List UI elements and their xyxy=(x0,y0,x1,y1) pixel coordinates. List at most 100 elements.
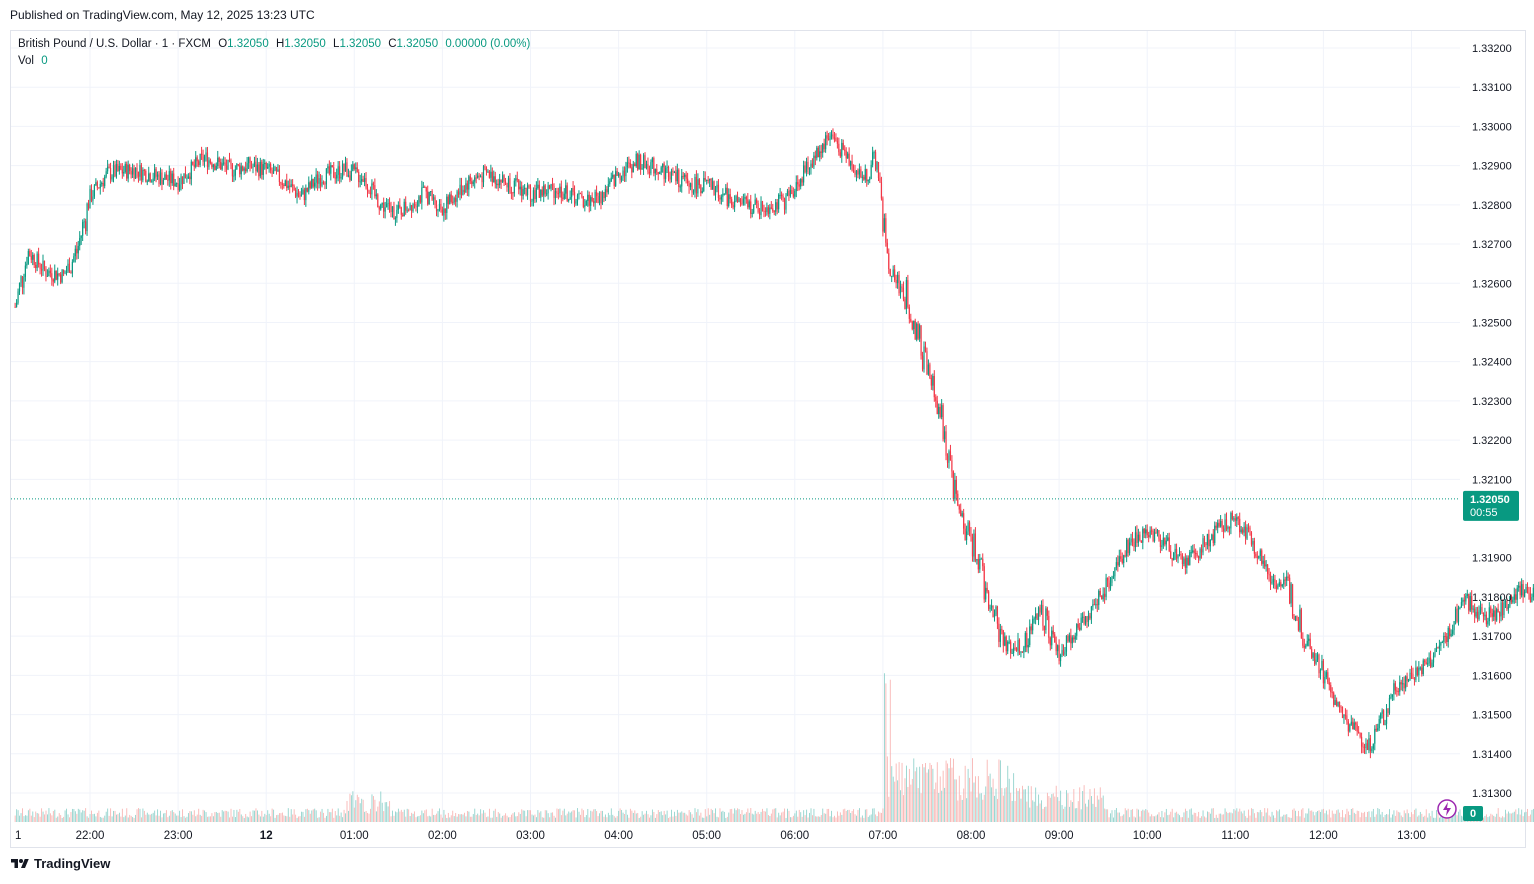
candle-body xyxy=(247,157,250,164)
candle-body xyxy=(1012,647,1015,653)
candle-body xyxy=(1220,521,1222,527)
volume-bar xyxy=(534,814,536,822)
volume-bar xyxy=(425,809,427,822)
candle-body xyxy=(237,164,239,166)
volume-bar xyxy=(792,815,794,822)
volume-bar xyxy=(1042,808,1044,822)
candle-body xyxy=(1267,564,1269,574)
candle-body xyxy=(416,206,419,208)
candle-body xyxy=(327,166,329,169)
volume-bar xyxy=(883,673,885,822)
candle-body xyxy=(631,167,633,173)
volume-bar xyxy=(518,812,520,822)
volume-bar xyxy=(659,812,661,822)
candle-body xyxy=(1474,608,1476,617)
published-note: Published on TradingView.com, May 12, 20… xyxy=(10,8,315,22)
tradingview-logo[interactable]: TradingView xyxy=(10,856,110,871)
volume-bar xyxy=(819,816,821,822)
volume-bar xyxy=(1375,814,1377,822)
volume-bar xyxy=(274,817,276,822)
candle-body xyxy=(750,201,752,214)
candle-body xyxy=(849,161,852,166)
candle-body xyxy=(431,191,433,200)
candle-body xyxy=(877,161,880,178)
candle-body xyxy=(151,181,153,183)
candle-body xyxy=(1393,683,1395,695)
volume-bar xyxy=(1350,808,1352,822)
candle-body xyxy=(1158,530,1160,539)
volume-bar xyxy=(533,815,534,822)
volume-bar xyxy=(110,808,112,822)
volume-bar xyxy=(286,816,288,822)
candle-body xyxy=(700,184,702,194)
candle-body xyxy=(760,201,762,216)
volume-bar xyxy=(1528,815,1530,822)
candle-body xyxy=(264,162,266,165)
candle-body xyxy=(1482,612,1485,617)
volume-bar xyxy=(456,816,458,822)
candle-body xyxy=(889,269,891,276)
volume-bar xyxy=(516,816,518,822)
volume-bar xyxy=(415,817,417,822)
candle-body xyxy=(540,189,542,198)
volume-bar xyxy=(675,815,677,822)
volume-bar xyxy=(1308,808,1310,822)
volume-bar xyxy=(754,810,756,822)
time-tick-label: 01:00 xyxy=(340,830,369,842)
volume-bar xyxy=(1436,810,1437,822)
volume-bar xyxy=(146,812,148,822)
volume-bar xyxy=(960,795,962,822)
volume-bar xyxy=(1328,809,1330,822)
volume-bar xyxy=(1126,810,1128,822)
candle-body xyxy=(717,184,720,198)
candle-body xyxy=(543,185,545,196)
candle-body xyxy=(741,203,743,205)
volume-bar xyxy=(1522,816,1524,822)
volume-bar xyxy=(140,817,142,822)
candle-body xyxy=(726,187,728,207)
volume-bar xyxy=(1424,815,1426,822)
candle-body xyxy=(1427,663,1429,665)
volume-bar xyxy=(83,810,85,822)
candle-body xyxy=(1356,724,1358,732)
candle-body xyxy=(534,190,536,200)
candle-body xyxy=(318,178,320,184)
volume-bar xyxy=(779,815,781,822)
candle-body xyxy=(418,196,420,207)
candle-body xyxy=(243,168,245,171)
volume-bar xyxy=(1369,817,1371,822)
candle-body xyxy=(479,176,482,178)
volume-bar xyxy=(32,811,34,822)
volume-bar xyxy=(1218,813,1220,822)
volume-bar xyxy=(368,813,370,822)
volume-bar xyxy=(318,817,320,822)
volume-bar xyxy=(750,808,752,822)
candle-body xyxy=(1156,530,1159,533)
candle-body xyxy=(986,587,988,592)
candle-body xyxy=(776,202,778,210)
volume-bar xyxy=(440,814,442,822)
volume-bar xyxy=(738,809,740,822)
volume-bar xyxy=(716,816,718,822)
volume-bar xyxy=(1183,812,1185,822)
volume-bar xyxy=(356,794,358,822)
candle-body xyxy=(936,400,938,415)
candle-body xyxy=(485,167,488,172)
price-tick-label: 1.32300 xyxy=(1472,396,1512,408)
candle-body xyxy=(1256,556,1258,558)
candle-body xyxy=(998,623,1000,642)
volume-bar xyxy=(434,815,436,822)
volume-bar xyxy=(1091,796,1092,822)
candle-body xyxy=(186,178,188,180)
candle-body xyxy=(1218,522,1220,527)
volume-bar xyxy=(290,809,292,822)
volume-bar xyxy=(353,807,355,822)
volume-bar xyxy=(23,816,25,822)
volume-bar xyxy=(800,812,802,822)
candle-body xyxy=(835,137,837,142)
volume-bar xyxy=(464,812,465,822)
volume-bar xyxy=(656,814,658,822)
volume-bar xyxy=(133,817,135,822)
volume-bar xyxy=(557,809,559,822)
